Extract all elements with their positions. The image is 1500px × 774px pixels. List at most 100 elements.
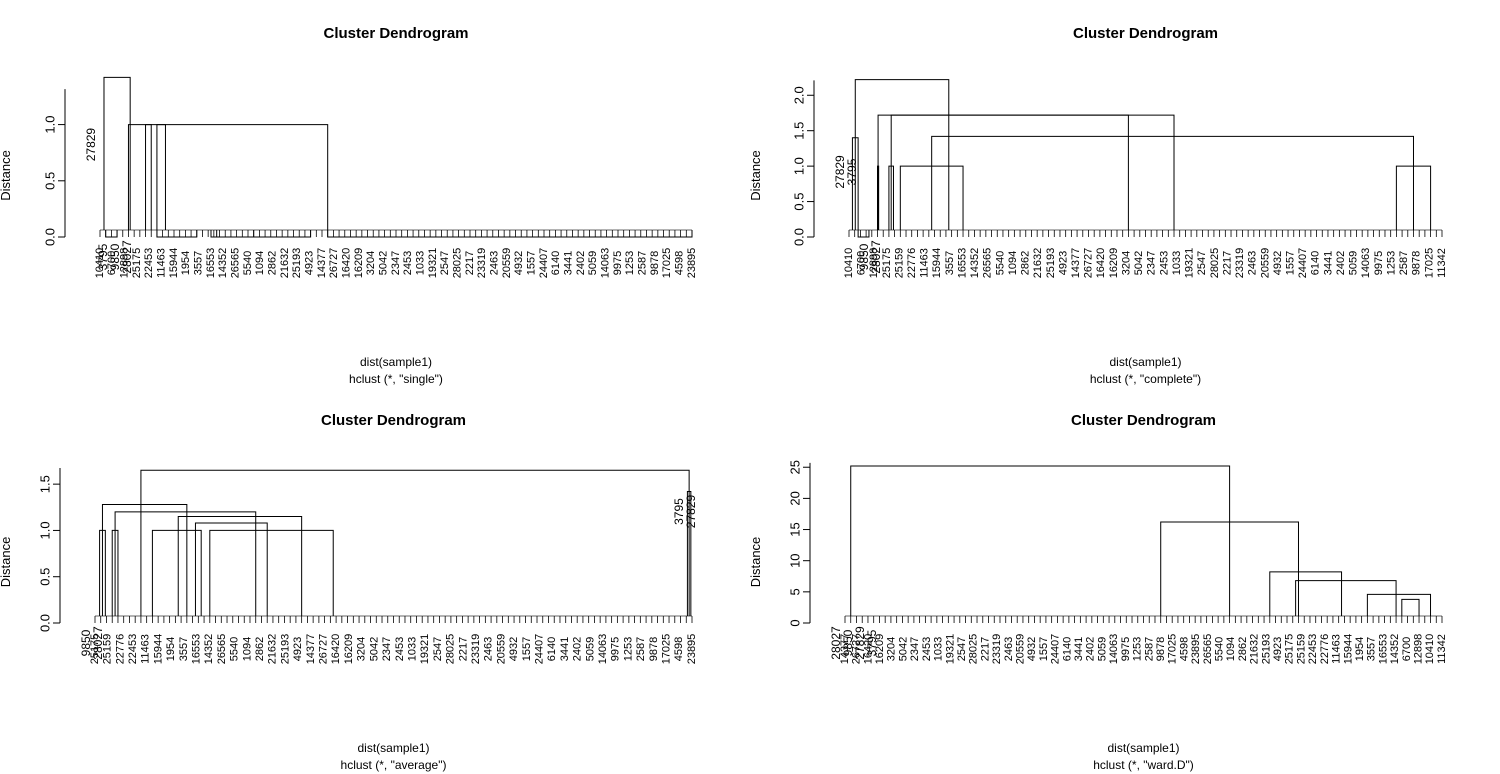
leaf-label: 25159 bbox=[893, 248, 905, 279]
leaf-label: 5540 bbox=[994, 251, 1006, 275]
merge-link bbox=[327, 230, 693, 238]
leaf-label: 1033 bbox=[406, 637, 418, 661]
labelled-leaf: 3795 bbox=[865, 629, 879, 656]
leaf-label: 2217 bbox=[457, 637, 469, 661]
leaf-label: 1954 bbox=[1354, 637, 1366, 661]
leaf-label: 24407 bbox=[533, 634, 545, 665]
merge-link bbox=[156, 124, 166, 230]
merge-links bbox=[103, 76, 693, 238]
leaf-label: 4923 bbox=[304, 251, 316, 275]
leaf-label: 4598 bbox=[1178, 637, 1190, 661]
labelled-leaf: 27829 bbox=[833, 155, 847, 189]
y-axis-label: Distance bbox=[0, 150, 13, 201]
y-tick-label: 2.0 bbox=[791, 86, 806, 104]
leaf-label: 2453 bbox=[921, 637, 933, 661]
labelled-leaf: 27829 bbox=[684, 495, 698, 529]
leaf-label: 22776 bbox=[1319, 634, 1331, 665]
leaf-label: 2862 bbox=[1020, 251, 1032, 275]
merge-link bbox=[890, 114, 1175, 230]
leaf-label: 2217 bbox=[464, 251, 476, 275]
x-axis-label: dist(sample1) bbox=[1109, 355, 1181, 369]
merge-link bbox=[1366, 593, 1432, 616]
leaf-label: 25175 bbox=[1284, 634, 1296, 665]
leaf-label: 22776 bbox=[906, 248, 918, 279]
leaf-label: 6700 bbox=[1401, 637, 1413, 661]
merge-link bbox=[103, 76, 131, 230]
leaf-label: 28025 bbox=[445, 634, 457, 665]
leaf-label: 25175 bbox=[89, 634, 101, 665]
leaf-label: 14063 bbox=[597, 634, 609, 665]
leaf-labels: 14377 26727 16420 16209 3204 5042 2347 2453 1033… bbox=[839, 634, 1448, 665]
leaf-label: 17025 bbox=[1423, 248, 1435, 279]
leaf-label: 26565 bbox=[982, 248, 994, 279]
y-tick-label: 5 bbox=[787, 588, 802, 595]
leaf-label: 2453 bbox=[394, 637, 406, 661]
leaf-label: 2402 bbox=[572, 637, 584, 661]
leaf-label: 22776 bbox=[114, 634, 126, 665]
leaf-label: 3557 bbox=[193, 251, 205, 275]
leaf-label: 16420 bbox=[330, 634, 342, 665]
leaf-label: 14352 bbox=[969, 248, 981, 279]
merge-links bbox=[99, 469, 692, 616]
leaf-label: 4923 bbox=[1272, 637, 1284, 661]
merge-link bbox=[156, 230, 198, 238]
leaf-label: 16209 bbox=[1108, 248, 1120, 279]
leaf-label: 2862 bbox=[254, 637, 266, 661]
chart-title: Cluster Dendrogram bbox=[323, 25, 468, 42]
leaf-label: 6140 bbox=[550, 251, 562, 275]
leaf-label: 11463 bbox=[140, 634, 152, 664]
labelled-leaf: 28027 bbox=[91, 626, 105, 660]
leaf-label: 1253 bbox=[622, 637, 634, 661]
leaf-label: 25175 bbox=[131, 248, 143, 279]
leaf-label: 10410 bbox=[94, 248, 106, 279]
leaf-label: 14063 bbox=[1360, 248, 1372, 279]
leaf-label: 5042 bbox=[378, 251, 390, 275]
labelled-leaf: 27829 bbox=[853, 626, 867, 660]
merge-link bbox=[216, 230, 312, 238]
leaf-label: 2347 bbox=[381, 637, 393, 661]
leaf-label: 1094 bbox=[241, 637, 253, 661]
leaf-labels: 25175 25159 22776 22453 11463 15944 1954 3557 16… bbox=[89, 634, 698, 665]
leaf-label: 25175 bbox=[881, 248, 893, 279]
leaf-label: 16209 bbox=[353, 248, 365, 279]
dendrogram-panel-4: Cluster Dendrogram 0 5 10 15 20 25 Distance 1437… bbox=[748, 412, 1448, 772]
y-tick-label: 0.0 bbox=[37, 614, 52, 632]
y-tick-label: 1.0 bbox=[791, 157, 806, 175]
merge-link bbox=[850, 465, 1231, 616]
leaf-label: 15944 bbox=[931, 248, 943, 279]
leaf-label: 3441 bbox=[563, 251, 575, 275]
leaf-label: 14063 bbox=[1108, 634, 1120, 665]
leaf-label: 12898 bbox=[868, 248, 880, 279]
y-tick-label: 0.0 bbox=[791, 228, 806, 246]
leaf-labels: 10410 6700 12898 25175 22453 11463 15944 1954 35… bbox=[94, 248, 698, 279]
labelled-leaf: 28027 bbox=[869, 240, 883, 274]
leaf-label: 1557 bbox=[1285, 251, 1297, 275]
leaf-label: 2547 bbox=[1196, 251, 1208, 275]
leaf-label: 22453 bbox=[1307, 634, 1319, 665]
leaf-label: 11342 bbox=[1436, 634, 1448, 664]
leaf-label: 1557 bbox=[526, 251, 538, 275]
leaf-label: 25159 bbox=[1295, 634, 1307, 665]
leaf-label: 25193 bbox=[1045, 248, 1057, 279]
leaf-label: 4932 bbox=[508, 637, 520, 661]
labelled-leaf: 27829 bbox=[84, 128, 98, 162]
leaf-label: 16553 bbox=[191, 634, 203, 665]
merge-link bbox=[931, 135, 1414, 230]
labelled-leaf: 3795 bbox=[845, 158, 859, 185]
leaf-label: 14352 bbox=[217, 248, 229, 279]
leaf-label: 14377 bbox=[1070, 248, 1082, 279]
merge-link bbox=[210, 230, 255, 238]
leaf-label: 2217 bbox=[979, 637, 991, 661]
leaf-label: 4923 bbox=[292, 637, 304, 661]
leaf-label: 2347 bbox=[1146, 251, 1158, 275]
leaf-label: 3204 bbox=[356, 637, 368, 661]
dendrogram-panel-2: Cluster Dendrogram 0.0 0.5 1.0 1.5 2.0 Distanc… bbox=[748, 25, 1448, 386]
leaf-label: 2217 bbox=[1221, 251, 1233, 275]
leaf-label: 14377 bbox=[316, 248, 328, 279]
leaf-label: 10410 bbox=[843, 248, 855, 279]
x-axis-label: dist(sample1) bbox=[1107, 741, 1179, 755]
leaf-label: 3204 bbox=[886, 637, 898, 661]
leaf-label: 5059 bbox=[587, 251, 599, 275]
merge-link bbox=[151, 529, 202, 616]
